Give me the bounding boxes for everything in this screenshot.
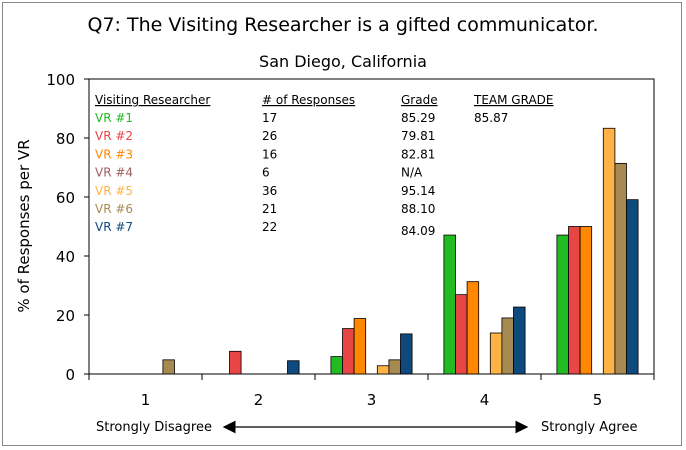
bar-vr-1-cat-3 — [330, 356, 343, 375]
y-tick-label: 0 — [65, 366, 75, 384]
legend-header-team-grade: TEAM GRADE — [473, 93, 553, 107]
x-tick-label: 5 — [593, 391, 603, 409]
legend-row: VR #3 16 82.81 — [95, 147, 435, 161]
bars — [162, 127, 639, 375]
bar-vr-1-cat-4 — [443, 234, 456, 375]
legend-series-grade: 95.14 — [401, 184, 435, 198]
legend-row: VR #4 6 N/A — [95, 166, 423, 180]
legend-series-responses: 16 — [262, 147, 277, 161]
legend-header-grade: Grade — [401, 93, 438, 107]
legend-series-grade: 85.29 — [401, 111, 435, 125]
legend-row: VR #2 26 79.81 — [95, 129, 435, 143]
scale-right-label: Strongly Agree — [541, 420, 638, 435]
legend-series-grade: 88.10 — [401, 202, 435, 216]
bar-vr-7-cat-5 — [626, 199, 639, 375]
legend-series-responses: 21 — [262, 202, 277, 216]
legend: Visiting Researcher # of Responses Grade… — [95, 93, 553, 238]
x-tick-label: 4 — [480, 391, 490, 409]
legend-row: VR #5 36 95.14 — [95, 184, 435, 198]
bar-vr-3-cat-4 — [466, 281, 480, 375]
legend-series-grade: N/A — [401, 166, 423, 180]
team-grade-value: 85.87 — [474, 111, 508, 125]
legend-series-responses: 26 — [262, 129, 277, 143]
bar-vr-3-cat-5 — [579, 226, 593, 375]
bar-vr-5-cat-3 — [376, 365, 390, 375]
chart-title: Q7: The Visiting Researcher is a gifted … — [87, 14, 599, 36]
legend-series-responses: 36 — [262, 184, 277, 198]
legend-series-name: VR #6 — [95, 202, 133, 216]
bar-vr-6-cat-5 — [614, 162, 627, 375]
legend-header-responses: # of Responses — [262, 93, 355, 107]
legend-series-grade: 84.09 — [401, 224, 435, 238]
legend-series-name: VR #3 — [95, 147, 133, 161]
plot-area — [88, 78, 655, 375]
x-axis-ticks: 1 2 3 4 5 — [88, 374, 655, 409]
bar-vr-2-cat-5 — [568, 226, 581, 375]
y-axis-label: % of Responses per VR — [15, 139, 33, 312]
bar-vr-7-cat-2 — [287, 360, 300, 375]
chart-frame — [2, 2, 682, 446]
agreement-scale: Strongly Disagree Strongly Agree — [96, 420, 638, 435]
y-tick-label: 20 — [56, 307, 75, 325]
bar-vr-6-cat-4 — [501, 317, 514, 375]
legend-series-name: VR #1 — [95, 111, 133, 125]
legend-row: VR #1 17 85.29 — [95, 111, 435, 125]
legend-series-responses: 6 — [262, 166, 270, 180]
y-tick-label: 40 — [56, 248, 75, 266]
bar-vr-3-cat-3 — [353, 318, 367, 375]
y-tick-label: 100 — [46, 71, 75, 89]
bar-vr-6-cat-3 — [388, 359, 401, 375]
legend-series-grade: 79.81 — [401, 129, 435, 143]
legend-series-grade: 82.81 — [401, 147, 435, 161]
bar-vr-2-cat-2 — [229, 350, 242, 375]
x-tick-label: 1 — [141, 391, 151, 409]
y-axis-ticks: 0 20 40 60 80 100 — [46, 71, 89, 384]
bar-vr-6-cat-1 — [162, 359, 175, 375]
bar-vr-5-cat-5 — [602, 127, 616, 375]
legend-series-name: VR #2 — [95, 129, 133, 143]
x-tick-label: 3 — [367, 391, 377, 409]
bar-vr-2-cat-4 — [455, 294, 468, 375]
legend-series-name: VR #7 — [95, 220, 133, 234]
chart-subtitle: San Diego, California — [259, 52, 427, 71]
bar-vr-1-cat-5 — [556, 234, 569, 375]
legend-series-name: VR #4 — [95, 166, 133, 180]
scale-left-label: Strongly Disagree — [96, 420, 212, 435]
legend-header-name: Visiting Researcher — [95, 93, 210, 107]
bar-vr-5-cat-4 — [489, 332, 503, 375]
y-tick-label: 80 — [56, 130, 75, 148]
legend-row: VR #6 21 88.10 — [95, 202, 435, 216]
y-tick-label: 60 — [56, 189, 75, 207]
legend-series-responses: 22 — [262, 220, 277, 234]
bar-vr-7-cat-4 — [513, 306, 526, 375]
bar-vr-7-cat-3 — [400, 333, 413, 375]
legend-row: VR #7 22 84.09 — [95, 220, 435, 238]
bar-vr-2-cat-3 — [342, 328, 355, 375]
legend-series-name: VR #5 — [95, 184, 133, 198]
x-tick-label: 2 — [254, 391, 264, 409]
legend-series-responses: 17 — [262, 111, 277, 125]
